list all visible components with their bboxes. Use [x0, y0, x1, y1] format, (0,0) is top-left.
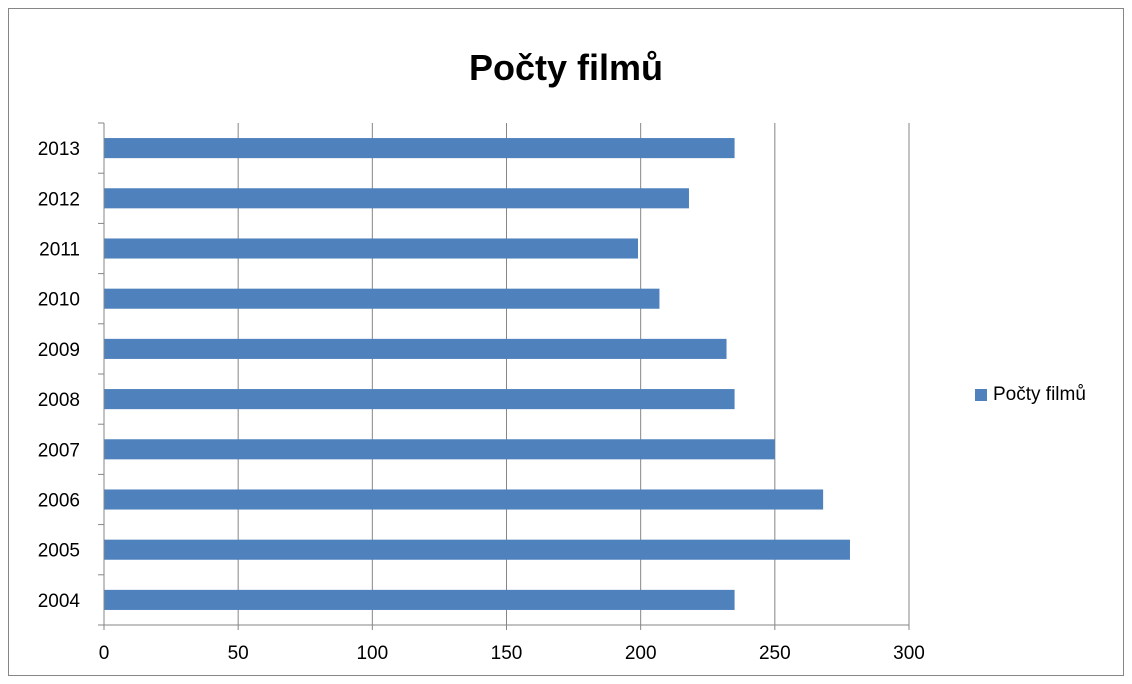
y-tick-label: 2012 — [38, 189, 80, 210]
y-tick-label: 2013 — [38, 139, 80, 160]
bar-2012 — [104, 188, 689, 209]
y-tick-label: 2008 — [38, 390, 80, 411]
x-tick-label: 50 — [228, 643, 249, 664]
bar-2004 — [104, 589, 735, 610]
y-tick-label: 2009 — [38, 340, 80, 361]
y-tick-label: 2007 — [38, 440, 80, 461]
x-tick-label: 200 — [625, 643, 657, 664]
bar-2010 — [104, 288, 660, 309]
chart-title: Počty filmů — [469, 47, 663, 88]
x-tick-label: 150 — [491, 643, 523, 664]
bars — [104, 138, 850, 610]
bar-2006 — [104, 489, 824, 510]
bar-2008 — [104, 389, 735, 410]
bar-2005 — [104, 539, 850, 560]
y-tick-label: 2010 — [38, 290, 80, 311]
bar-2007 — [104, 439, 775, 460]
bar-2013 — [104, 138, 735, 159]
bar-2009 — [104, 338, 727, 359]
legend-swatch — [975, 389, 987, 401]
tick-labels: 0 50 100 150 200 250 300 2004 2005 2006 2007 2008 20… — [38, 139, 925, 664]
y-tick-label: 2011 — [39, 240, 80, 261]
y-tick-label: 2005 — [38, 541, 80, 562]
legend-label: Počty filmů — [993, 384, 1086, 405]
axes — [98, 122, 910, 630]
x-tick-label: 100 — [356, 643, 388, 664]
x-tick-label: 300 — [893, 643, 925, 664]
x-tick-label: 250 — [759, 643, 791, 664]
y-tick-label: 2004 — [38, 591, 81, 612]
bar-2011 — [104, 238, 638, 259]
y-tick-label: 2006 — [38, 491, 80, 512]
legend: Počty filmů — [975, 384, 1086, 406]
x-tick-label: 0 — [99, 643, 110, 664]
